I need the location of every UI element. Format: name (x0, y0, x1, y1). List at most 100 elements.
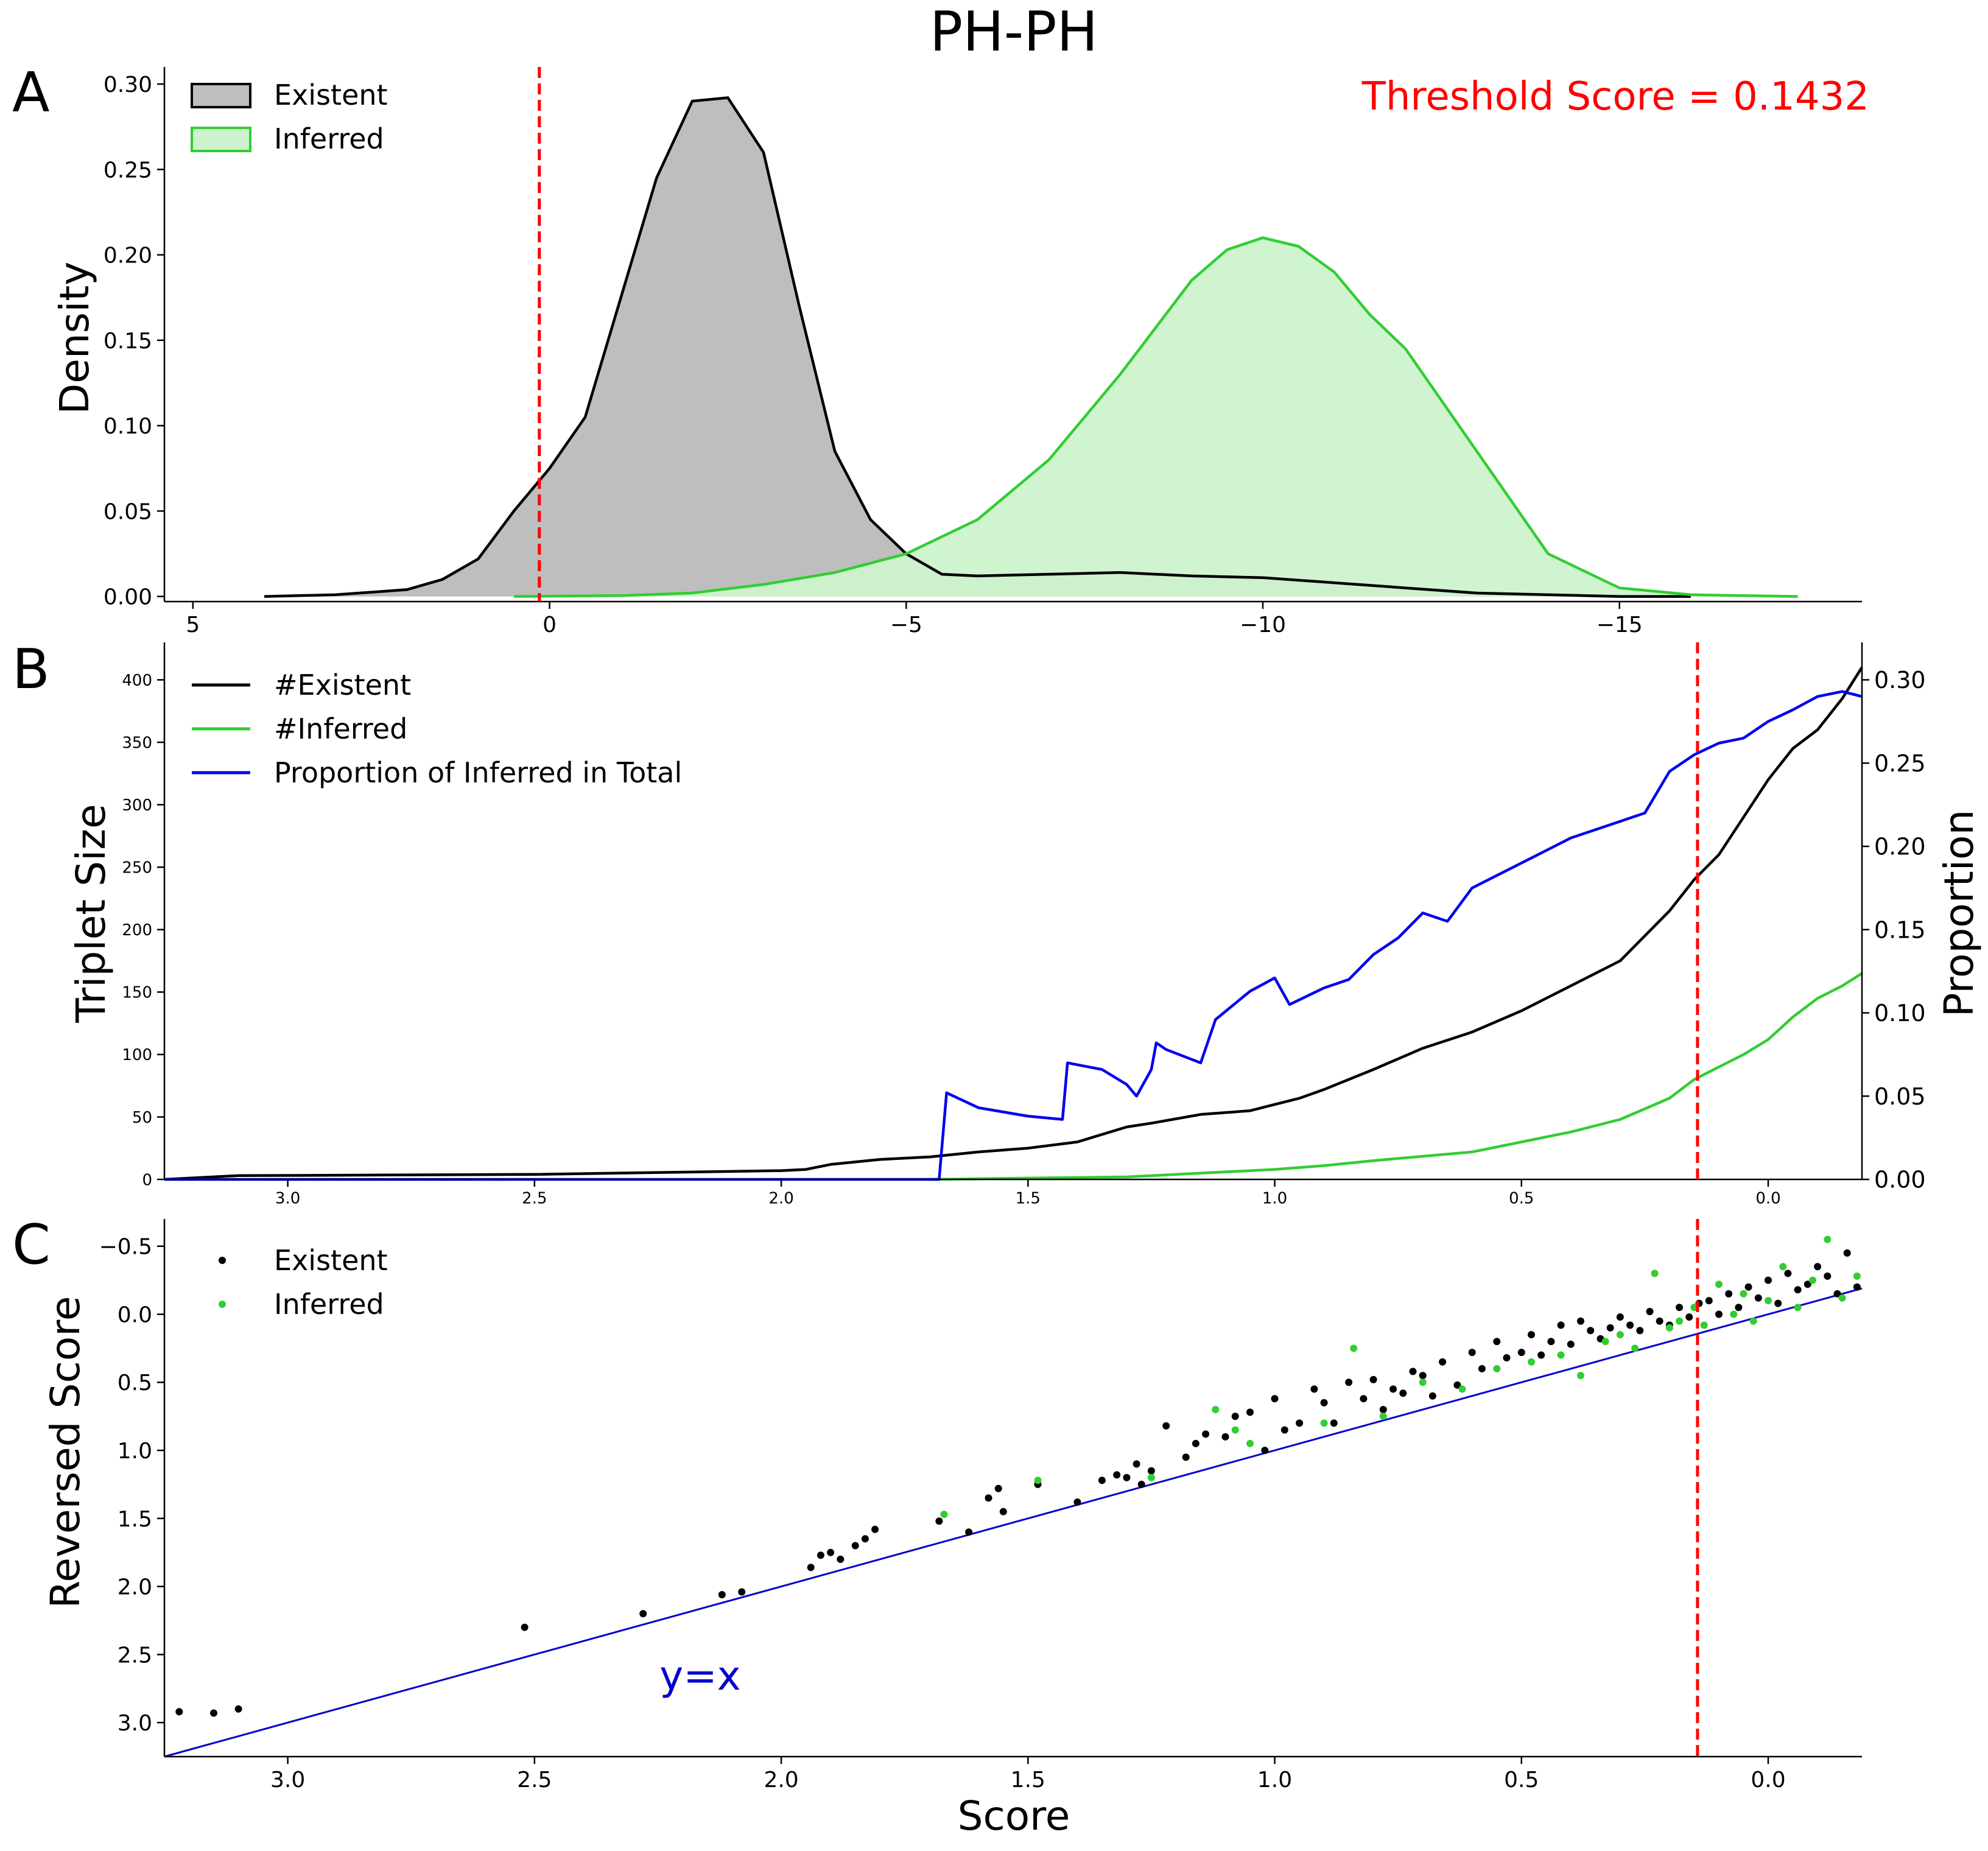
inferred-density-fill (514, 237, 1798, 597)
existent-point (1202, 1430, 1210, 1438)
existent-point (827, 1548, 835, 1556)
panel-c-xtick-label: 1.0 (1257, 1768, 1292, 1793)
existent-point (1784, 1270, 1792, 1277)
existent-point (1192, 1439, 1199, 1447)
existent-point (1360, 1395, 1368, 1403)
panel-b-ytick-label: 100 (122, 1046, 152, 1064)
existent-point (1231, 1413, 1239, 1421)
existent-point (935, 1517, 943, 1525)
existent-point (1098, 1477, 1106, 1484)
inferred-point (1809, 1276, 1816, 1284)
existent-point (1330, 1419, 1338, 1427)
existent-point (965, 1528, 973, 1536)
panel-b-ytick-label: 150 (122, 984, 152, 1002)
existent-count-line (164, 666, 1863, 1181)
panel-a-density-chart: 5 0 −5 −10 −15 0.00 0.05 0.10 0.15 0.20 0.25 0.30 Ex… (104, 67, 1862, 637)
inferred-point (1350, 1344, 1358, 1352)
existent-density-fill (264, 97, 1691, 597)
panel-c-ytick-label: −0.5 (99, 1235, 152, 1260)
existent-point (1162, 1422, 1170, 1430)
legend-swatch-inferred (191, 127, 251, 152)
panel-b-ytick-right-label: 0.10 (1874, 1000, 1926, 1027)
inferred-point (1749, 1317, 1757, 1325)
panel-a-ytick-label: 0.25 (104, 158, 152, 183)
existent-point (1379, 1406, 1387, 1413)
existent-point (1833, 1290, 1841, 1298)
proportion-line (164, 690, 1863, 1181)
panel-c-ylabel: Reversed Score (42, 1296, 89, 1608)
panel-b-xtick-label: 3.0 (275, 1189, 300, 1207)
existent-point (1528, 1331, 1535, 1338)
panel-a-ytick-label: 0.15 (104, 329, 152, 354)
existent-point (1626, 1321, 1634, 1329)
panel-c-xtick-label: 0.0 (1751, 1768, 1785, 1793)
panel-c-score-scatter: 3.0 2.5 2.0 1.5 1.0 0.5 0.0 −0.5 0.0 0.5 1.0 1.5 2.0… (99, 1219, 1863, 1793)
existent-point (1493, 1338, 1501, 1346)
existent-point (1221, 1433, 1229, 1441)
panel-c-xtick-label: 3.0 (270, 1768, 305, 1793)
panel-b-letter: B (12, 637, 50, 701)
existent-point (1261, 1447, 1269, 1454)
existent-point (1399, 1389, 1407, 1397)
existent-point (1794, 1286, 1802, 1294)
inferred-point (1715, 1280, 1723, 1288)
inferred-point (1824, 1235, 1832, 1243)
panel-c-ytick-label: 1.5 (118, 1507, 152, 1532)
existent-point (1656, 1317, 1663, 1325)
existent-point (807, 1564, 815, 1572)
existent-point (1182, 1453, 1190, 1461)
existent-point (1814, 1263, 1822, 1271)
panel-b-ytick-label: 200 (122, 921, 152, 940)
panel-a-xtick-label: −10 (1240, 613, 1286, 637)
existent-point (1676, 1304, 1684, 1312)
panel-b-xtick-label: 2.0 (768, 1189, 793, 1207)
existent-point (1824, 1272, 1832, 1280)
inferred-point (1246, 1439, 1254, 1447)
identity-line (164, 1287, 1863, 1758)
inferred-point (1034, 1477, 1042, 1484)
panel-b-ytick-right-label: 0.00 (1874, 1167, 1926, 1193)
existent-point (1616, 1313, 1624, 1321)
panel-b-triplet-size-chart: 3.0 2.5 2.0 1.5 1.0 0.5 0.00501001502002503003… (122, 642, 1926, 1207)
existent-point (817, 1551, 824, 1559)
existent-point (1577, 1317, 1584, 1325)
existent-point (175, 1708, 183, 1716)
legend-swatch-existent (191, 83, 251, 108)
panel-a-ytick-label: 0.30 (104, 72, 152, 97)
existent-point (1428, 1392, 1436, 1400)
existent-point (1280, 1426, 1288, 1434)
existent-point (1754, 1294, 1762, 1302)
existent-point (1478, 1365, 1486, 1372)
existent-point (718, 1591, 726, 1598)
panel-c-xtick-label: 2.0 (764, 1768, 798, 1793)
inferred-point (1690, 1304, 1698, 1312)
existent-point (1147, 1467, 1155, 1475)
panel-b-xtick-label: 0.5 (1509, 1189, 1534, 1207)
panel-c-ytick-label: 2.5 (118, 1643, 152, 1668)
existent-point (1113, 1471, 1121, 1479)
existent-point (871, 1525, 879, 1533)
panel-c-xtick-label: 0.5 (1504, 1768, 1539, 1793)
existent-point (1271, 1395, 1279, 1403)
inferred-count-line (929, 972, 1863, 1181)
panel-a-xtick-label: −15 (1596, 613, 1643, 637)
existent-point (1369, 1375, 1377, 1383)
existent-point (1646, 1308, 1654, 1315)
inferred-point (1493, 1365, 1501, 1372)
legend-label-2: Proportion of Inferred in Total (274, 756, 682, 789)
inferred-point (940, 1511, 948, 1519)
panel-b-xtick-label: 2.5 (522, 1189, 547, 1207)
existent-point (210, 1709, 217, 1717)
existent-point (1296, 1419, 1304, 1427)
existent-point (1345, 1379, 1353, 1386)
panel-b-ytick-right-label: 0.15 (1874, 916, 1926, 943)
panel-c-ytick-label: 0.5 (118, 1371, 152, 1396)
inferred-point (1853, 1272, 1861, 1280)
inferred-point (1765, 1297, 1772, 1305)
existent-point (985, 1494, 992, 1502)
legend-label-existent: Existent (274, 79, 388, 111)
existent-point (1705, 1297, 1713, 1305)
existent-point (1715, 1310, 1723, 1318)
panel-c-xtick-label: 2.5 (517, 1768, 552, 1793)
